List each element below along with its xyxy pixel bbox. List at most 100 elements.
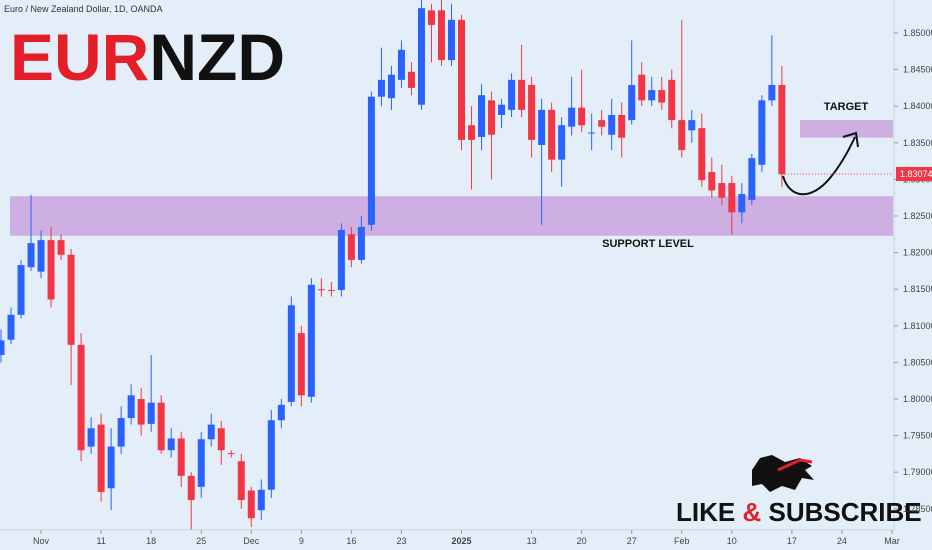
x-tick-label: 9 (299, 536, 304, 546)
candle-body (27, 243, 35, 268)
candle-body (367, 96, 375, 225)
candle-body (17, 265, 25, 315)
candle-body (628, 84, 636, 121)
candle-body (307, 284, 315, 397)
candle-body (448, 19, 456, 61)
candle-body (277, 404, 285, 421)
footer-word: & (742, 497, 761, 527)
candle-body (157, 402, 165, 451)
candle-body (177, 438, 185, 476)
footer-word: SUBSCRIBE (768, 497, 921, 527)
candle-body (688, 120, 696, 131)
last-price-tag (896, 166, 932, 181)
x-tick-label: 11 (96, 536, 105, 546)
candle-body (97, 424, 105, 492)
candle-body (718, 183, 726, 198)
candle-body (207, 424, 215, 440)
candle-body (427, 10, 435, 25)
candle-body (57, 240, 65, 255)
candle-body (377, 79, 385, 97)
y-tick-label: 1.78500 (903, 504, 932, 514)
x-tick-label: 27 (627, 536, 637, 546)
candle-body (578, 107, 586, 126)
x-tick-label: 24 (837, 536, 847, 546)
y-tick-label: 1.83500 (903, 138, 932, 148)
y-tick-label: 1.84500 (903, 65, 932, 75)
candle-body (488, 100, 496, 135)
projection-arrow (782, 136, 856, 196)
candle-body (528, 84, 536, 140)
candle-body (67, 254, 75, 345)
zone (10, 196, 893, 236)
candle-body (237, 461, 245, 500)
candle-body (7, 314, 15, 340)
y-tick-label: 1.85000 (903, 28, 932, 38)
candle-body (37, 240, 45, 272)
candle-body (267, 420, 275, 490)
big-title: EURNZD (10, 20, 285, 94)
x-tick-label: 25 (196, 536, 206, 546)
candle-body (508, 79, 516, 110)
candle-body (357, 226, 365, 260)
candle-body (397, 49, 405, 80)
footer-word: LIKE (676, 497, 735, 527)
candle-body (768, 84, 776, 101)
y-tick-label: 1.80500 (903, 357, 932, 367)
candle-body (187, 475, 195, 500)
x-tick-label: 10 (727, 536, 737, 546)
candle-body (468, 125, 476, 140)
zone (800, 120, 893, 138)
candle-body (668, 79, 676, 121)
candle-body (478, 95, 486, 137)
y-tick-label: 1.82500 (903, 211, 932, 221)
candle-body (77, 344, 85, 451)
candle-body (407, 71, 415, 88)
candle-body (437, 10, 445, 61)
x-tick-label: 17 (787, 536, 797, 546)
candle-body (558, 125, 566, 160)
x-tick-label: 18 (146, 536, 156, 546)
candle-body (137, 398, 145, 425)
candle-body (217, 428, 225, 451)
candle-body (588, 132, 596, 134)
candle-body (538, 109, 546, 145)
candle-body (658, 90, 666, 103)
arrow-head (842, 131, 859, 148)
y-tick-label: 1.81000 (903, 321, 932, 331)
x-tick-label: Nov (33, 536, 50, 546)
last-price-label: 1.83074 (900, 169, 932, 179)
candle-body (748, 158, 756, 200)
zone-label: SUPPORT LEVEL (602, 238, 694, 250)
x-tick-label: Mar (884, 536, 900, 546)
chart-source: Euro / New Zealand Dollar, 1D, OANDA (4, 4, 163, 14)
title-part: NZD (149, 20, 285, 94)
bull-logo (752, 455, 814, 492)
candle-body (598, 120, 606, 127)
footer: LIKE & SUBSCRIBE (676, 497, 922, 527)
candle-body (197, 439, 205, 487)
candle-body (347, 234, 355, 260)
candle-body (678, 120, 686, 151)
candle-body (287, 305, 295, 402)
candle-body (337, 229, 345, 290)
candle-body (247, 490, 255, 519)
candle-body (568, 107, 576, 127)
candle-body (738, 194, 746, 213)
candle-body (117, 418, 125, 447)
candle-body (167, 438, 175, 451)
candle-body (758, 100, 766, 165)
x-tick-label: Dec (243, 536, 260, 546)
candle-body (638, 74, 646, 101)
candle-body (297, 333, 305, 396)
y-tick-label: 1.79000 (903, 467, 932, 477)
candle-body (227, 453, 235, 455)
candle-body (608, 114, 616, 135)
x-tick-label: 16 (346, 536, 356, 546)
candle-body (47, 240, 55, 300)
y-tick-label: 1.84000 (903, 101, 932, 111)
x-tick-label: 2025 (452, 536, 472, 546)
candle-body (648, 90, 656, 101)
candle-body (708, 172, 716, 191)
x-tick-label: Feb (674, 536, 690, 546)
